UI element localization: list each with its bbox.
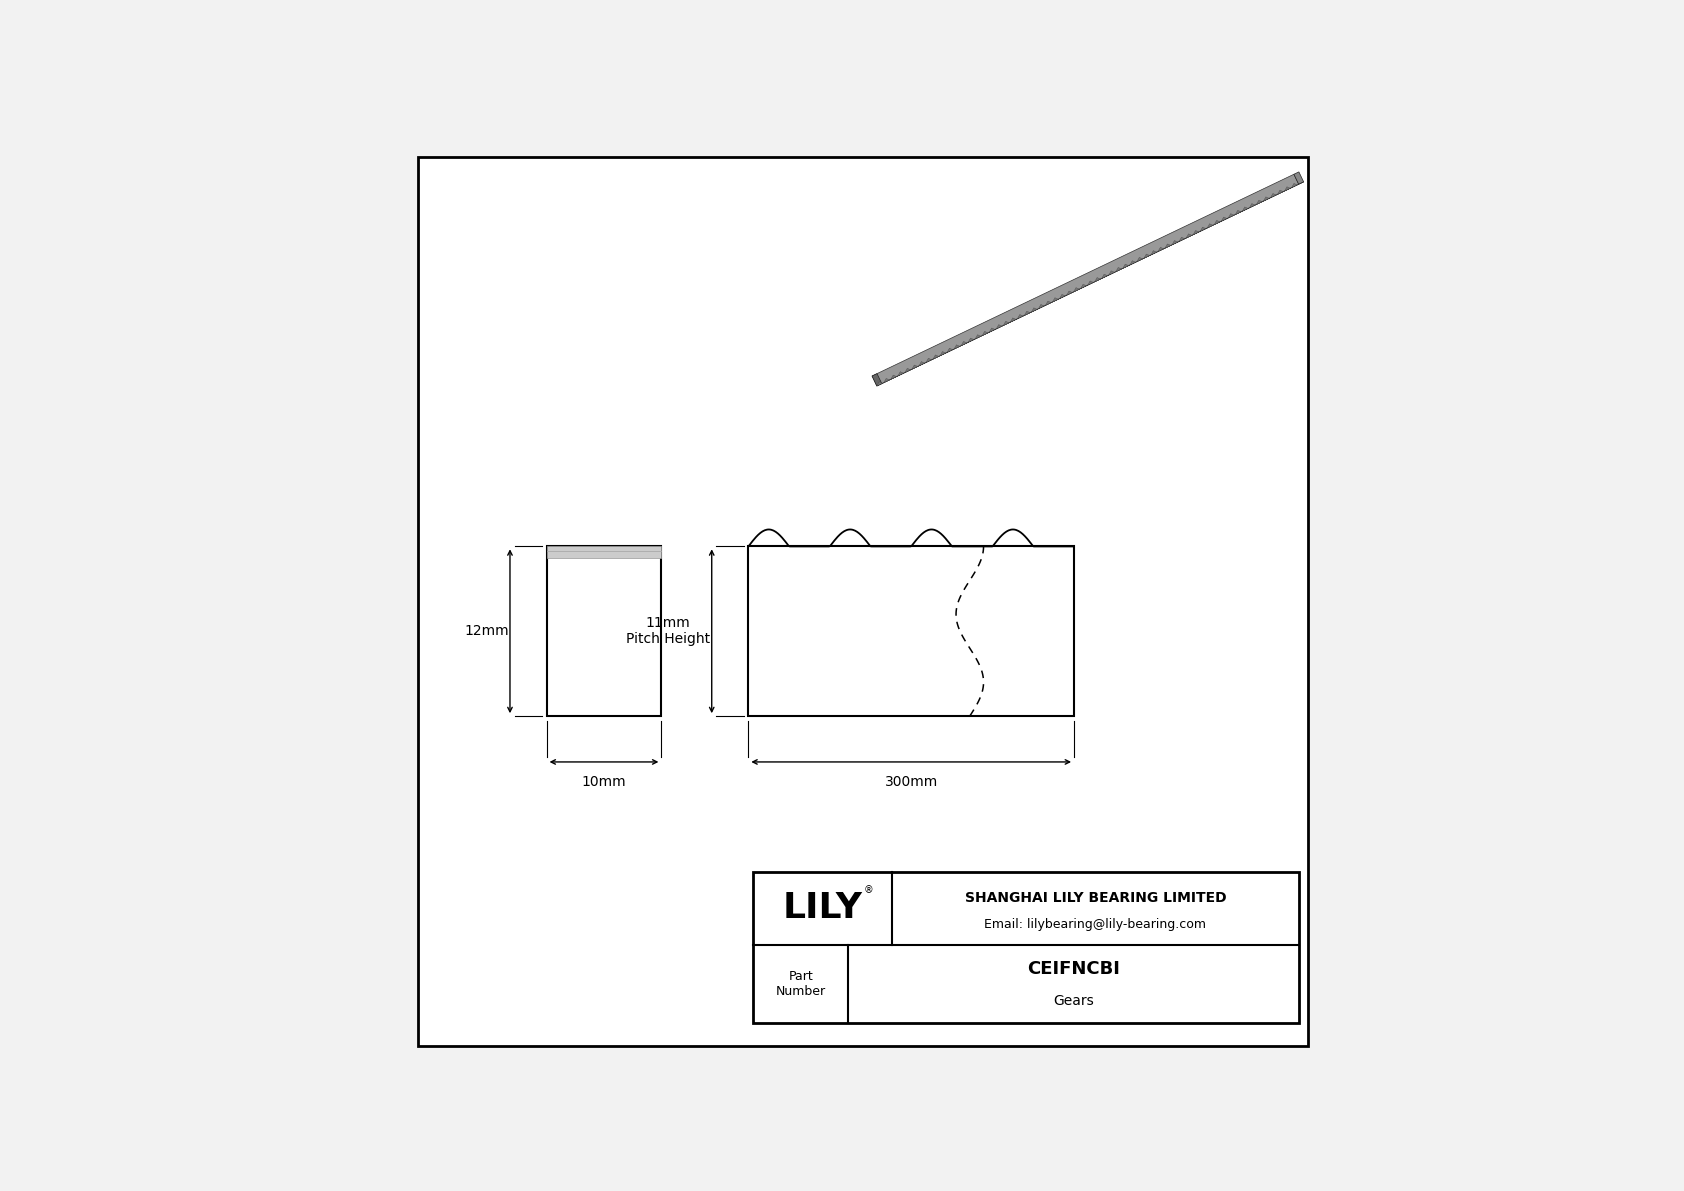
Polygon shape <box>926 358 931 362</box>
Polygon shape <box>1179 237 1186 242</box>
Polygon shape <box>884 379 889 382</box>
Bar <box>753 872 1298 1023</box>
Polygon shape <box>975 335 980 339</box>
Polygon shape <box>872 174 1298 386</box>
Text: 11mm
Pitch Height: 11mm Pitch Height <box>626 616 709 647</box>
Polygon shape <box>933 355 938 358</box>
Polygon shape <box>1201 227 1206 231</box>
Polygon shape <box>962 342 967 345</box>
Text: 12mm: 12mm <box>465 624 509 638</box>
Polygon shape <box>1236 211 1241 214</box>
Polygon shape <box>1088 281 1093 285</box>
Polygon shape <box>940 351 946 356</box>
Polygon shape <box>968 338 973 342</box>
Polygon shape <box>1123 264 1128 268</box>
Polygon shape <box>1194 231 1199 235</box>
Polygon shape <box>877 182 1303 386</box>
Bar <box>748 547 1074 716</box>
Text: Gears: Gears <box>1052 993 1095 1008</box>
Polygon shape <box>898 372 904 376</box>
Polygon shape <box>1066 291 1073 295</box>
FancyBboxPatch shape <box>418 157 1308 1046</box>
Polygon shape <box>1172 241 1177 244</box>
Polygon shape <box>1165 244 1170 248</box>
Text: 300mm: 300mm <box>884 775 938 790</box>
Polygon shape <box>1143 254 1150 258</box>
Polygon shape <box>1278 191 1283 194</box>
Text: ®: ® <box>864 885 874 896</box>
Polygon shape <box>872 374 882 386</box>
Polygon shape <box>1256 200 1261 205</box>
Text: SHANGHAI LILY BEARING LIMITED: SHANGHAI LILY BEARING LIMITED <box>965 891 1226 905</box>
Polygon shape <box>1095 278 1100 282</box>
Polygon shape <box>1263 197 1270 201</box>
Polygon shape <box>1101 274 1108 279</box>
Text: CEIFNCBI: CEIFNCBI <box>1027 960 1120 978</box>
Polygon shape <box>1130 261 1135 264</box>
Polygon shape <box>955 344 960 349</box>
Polygon shape <box>1137 257 1142 262</box>
Polygon shape <box>1052 298 1058 301</box>
Polygon shape <box>997 325 1002 329</box>
Polygon shape <box>982 331 989 336</box>
Polygon shape <box>1186 233 1192 238</box>
Polygon shape <box>1214 220 1219 225</box>
Polygon shape <box>1228 213 1234 218</box>
Polygon shape <box>1207 224 1212 227</box>
Text: LILY: LILY <box>783 891 862 925</box>
Polygon shape <box>1059 294 1066 299</box>
Polygon shape <box>1243 207 1248 211</box>
Polygon shape <box>877 382 882 386</box>
Polygon shape <box>1221 217 1228 222</box>
Bar <box>547 547 662 716</box>
Polygon shape <box>1292 183 1297 187</box>
Polygon shape <box>1108 270 1115 275</box>
Polygon shape <box>989 328 995 332</box>
Polygon shape <box>1285 187 1290 191</box>
Polygon shape <box>1116 268 1122 272</box>
Polygon shape <box>1270 193 1276 198</box>
Polygon shape <box>1074 288 1079 292</box>
Bar <box>547 547 662 559</box>
Polygon shape <box>919 362 925 366</box>
Polygon shape <box>1024 311 1031 316</box>
Text: 10mm: 10mm <box>581 775 626 790</box>
Polygon shape <box>1293 172 1303 185</box>
Polygon shape <box>1046 301 1051 305</box>
Polygon shape <box>1081 285 1086 288</box>
Text: Email: lilybearing@lily-bearing.com: Email: lilybearing@lily-bearing.com <box>985 918 1206 931</box>
Polygon shape <box>1039 305 1044 308</box>
Polygon shape <box>1250 204 1255 207</box>
Polygon shape <box>1017 314 1024 319</box>
Polygon shape <box>946 348 953 353</box>
Polygon shape <box>1032 307 1037 312</box>
Polygon shape <box>1004 322 1009 325</box>
Polygon shape <box>891 375 896 379</box>
Polygon shape <box>1150 250 1157 255</box>
Polygon shape <box>913 364 918 369</box>
Text: Part
Number: Part Number <box>776 969 825 998</box>
Polygon shape <box>1010 318 1015 322</box>
Polygon shape <box>904 368 911 373</box>
Polygon shape <box>1159 248 1164 251</box>
